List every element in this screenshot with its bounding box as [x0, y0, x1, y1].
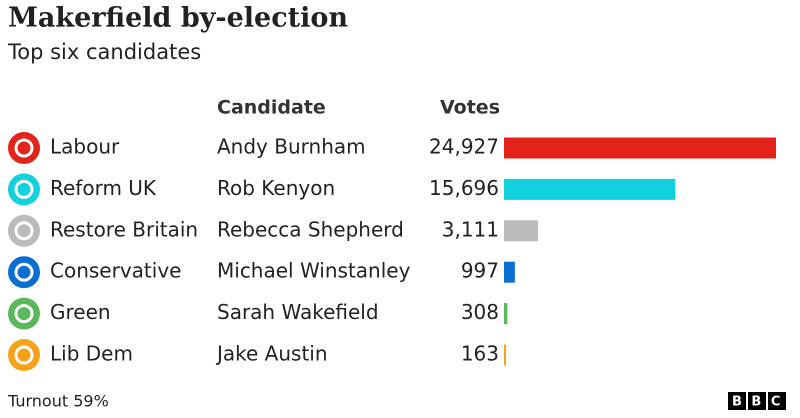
party-icon-inner — [14, 221, 34, 241]
party-icon-inner — [14, 179, 34, 199]
chart-subtitle: Top six candidates — [7, 40, 201, 64]
candidate-label: Andy Burnham — [217, 135, 366, 159]
party-label: Conservative — [50, 259, 181, 283]
logo-box — [728, 392, 746, 410]
party-icon — [8, 214, 40, 247]
candidate-label: Jake Austin — [215, 342, 328, 366]
party-label: Lib Dem — [50, 342, 133, 366]
bar — [504, 261, 515, 283]
note: Turnout 59% — [7, 392, 109, 411]
value-label: 163 — [461, 342, 499, 366]
party-label: Labour — [50, 135, 120, 159]
column-header: Candidate — [217, 97, 326, 119]
party-icon — [8, 297, 40, 330]
source-logo: BBC — [732, 395, 790, 410]
value-label: 15,696 — [429, 176, 499, 200]
bar — [504, 303, 508, 325]
bar — [504, 220, 538, 242]
party-icon — [8, 173, 40, 206]
bar — [504, 178, 676, 200]
value-label: 997 — [461, 259, 499, 283]
party-label: Green — [50, 300, 111, 324]
chart-title: Makerfield by-election — [8, 3, 348, 34]
party-icon-inner — [14, 345, 34, 365]
bar — [504, 344, 506, 366]
party-icon — [8, 256, 40, 289]
value-label: 3,111 — [442, 217, 499, 241]
value-label: 24,927 — [429, 135, 499, 159]
logo-box — [768, 392, 786, 410]
party-icon — [8, 132, 40, 164]
party-icon — [8, 339, 40, 371]
party-icon-inner — [14, 262, 34, 282]
candidate-label: Michael Winstanley — [217, 259, 411, 283]
logo-box — [748, 392, 766, 410]
party-label: Reform UK — [50, 176, 157, 200]
value-label: 308 — [461, 300, 499, 324]
candidate-label: Rebecca Shepherd — [217, 217, 404, 241]
party-label: Restore Britain — [50, 217, 198, 241]
candidate-label: Rob Kenyon — [217, 176, 335, 200]
bar — [504, 137, 776, 159]
party-icon-inner — [14, 138, 34, 158]
candidate-label: Sarah Wakefield — [217, 300, 379, 324]
column-header: Votes — [440, 97, 500, 119]
party-icon-inner — [14, 304, 34, 324]
